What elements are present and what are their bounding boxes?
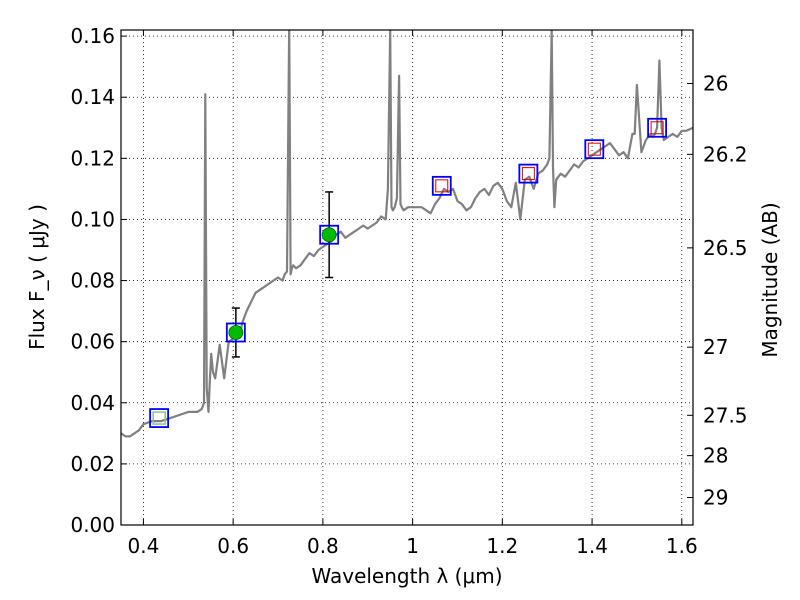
y-tick-label: 0.10 (70, 207, 115, 231)
x-tick-label: 1.2 (486, 534, 518, 558)
x-tick-label: 0.6 (217, 534, 249, 558)
y2-tick-label: 26.2 (703, 142, 748, 166)
y-tick-label: 0.08 (70, 269, 115, 293)
model-point-marker (587, 142, 601, 156)
y2-tick-label: 26 (703, 71, 728, 95)
y-tick-label: 0.04 (70, 391, 115, 415)
y2-tick-label: 27 (703, 335, 728, 359)
y-tick-label: 0.14 (70, 85, 115, 109)
model-flux-box (584, 139, 605, 160)
plot-frame (120, 29, 694, 526)
y-tick-label: 0.06 (70, 330, 115, 354)
x-tick-label: 1.6 (666, 534, 698, 558)
photometry-layer (149, 117, 668, 428)
y-tick-label: 0.12 (70, 146, 115, 170)
tick-layer: 0.4 0.6 0.8 1 1.2 1.4 1.6 0.00 0.02 0.04 0.06 0.08 0… (70, 24, 747, 558)
model-flux-box (225, 322, 246, 343)
upper-limit-marker (152, 411, 166, 425)
model-flux-box (518, 163, 539, 184)
y-tick-label: 0.02 (70, 452, 115, 476)
x-tick-label: 0.4 (128, 534, 160, 558)
y-tick-label: 0.16 (70, 24, 115, 48)
model-point-marker (435, 179, 449, 193)
model-flux-box (647, 117, 668, 138)
y2-axis-label: Magnitude (AB) (758, 202, 782, 357)
y-tick-label: 0.00 (70, 513, 115, 537)
x-axis-label: Wavelength λ (μm) (311, 564, 502, 588)
x-tick-label: 1.4 (576, 534, 608, 558)
x-tick-label: 1 (406, 534, 419, 558)
observed-flux-point (228, 325, 244, 340)
y2-tick-label: 28 (703, 444, 728, 468)
y2-tick-label: 27.5 (703, 403, 748, 427)
y-axis-label: Flux F_ν ( μJy ) (25, 204, 49, 350)
y2-tick-label: 29 (703, 486, 728, 510)
model-flux-box (431, 175, 452, 196)
model-flux-box (149, 408, 170, 428)
model-flux-box (319, 224, 340, 245)
observed-flux-point (321, 227, 337, 243)
x-tick-label: 0.8 (307, 534, 339, 558)
plot-background (121, 30, 693, 525)
model-point-marker (521, 167, 535, 181)
model-point-marker (650, 121, 664, 135)
y2-tick-label: 26.5 (703, 236, 748, 260)
